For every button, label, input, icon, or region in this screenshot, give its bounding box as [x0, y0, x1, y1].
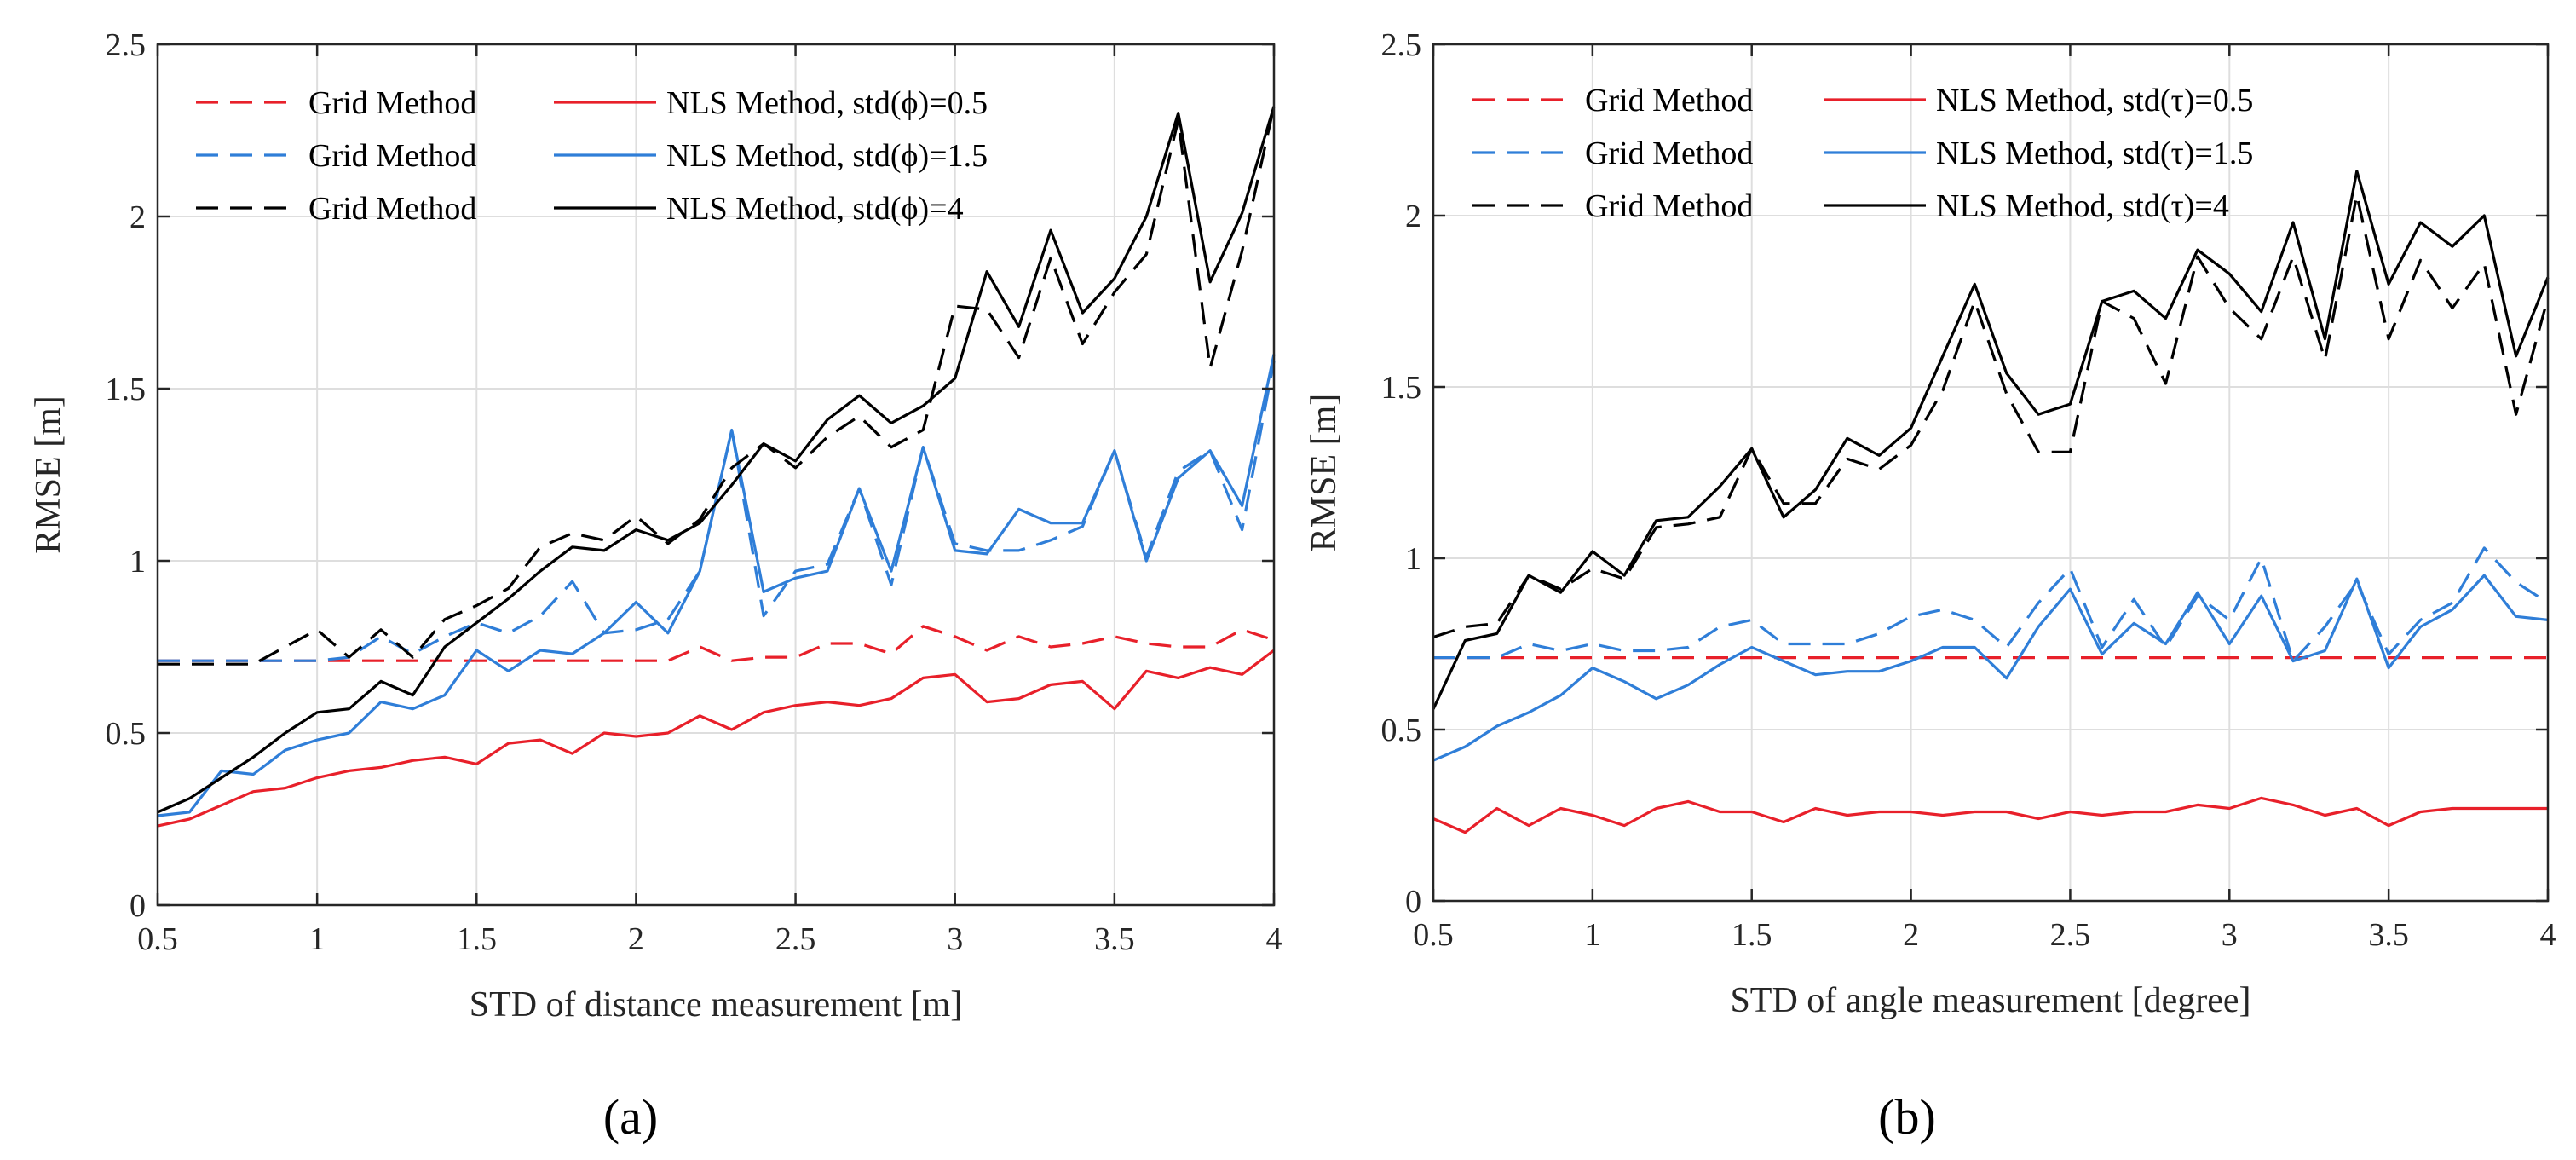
series-line-5 [1432, 193, 2550, 639]
legend-label-4: NLS Method, std(τ)=1.5 [1936, 136, 2253, 171]
y-tick-label: 2.5 [106, 27, 147, 63]
series-line-6 [157, 106, 1276, 814]
axes-frame [1432, 43, 2550, 903]
y-tick-label: 0.5 [106, 716, 147, 752]
legend-label-3: Grid Method [1585, 136, 1753, 171]
series-line-1 [158, 625, 1275, 662]
series-line-6 [1432, 170, 2550, 710]
y-axis-label: RMSE [m] [1305, 394, 1344, 552]
y-tick-label: 1 [130, 544, 146, 580]
series-line-4 [157, 354, 1276, 817]
legend-label-5: Grid Method [308, 191, 476, 227]
x-tick-label: 2 [1903, 917, 1919, 953]
x-axis-label: STD of distance measurement [m] [470, 985, 962, 1024]
x-tick-label: 3 [2222, 917, 2238, 953]
series-line-3 [158, 361, 1276, 662]
y-tick-label: 2.5 [1381, 27, 1422, 63]
x-tick-label: 0.5 [137, 921, 178, 957]
y-tick-label: 2 [1405, 199, 1421, 234]
y-tick-label: 0.5 [1381, 713, 1422, 748]
series-line-4 [1432, 574, 2549, 762]
x-tick-label: 3.5 [2368, 917, 2409, 953]
legend-label-6: NLS Method, std(τ)=4 [1936, 188, 2229, 224]
legend-label-2: NLS Method, std(ϕ)=0.5 [666, 85, 988, 121]
y-tick-label: 0 [130, 888, 146, 924]
x-tick-label: 3 [947, 921, 963, 957]
y-tick-label: 0 [1405, 884, 1421, 920]
x-tick-label: 3.5 [1094, 921, 1135, 957]
legend-label-1: Grid Method [308, 85, 476, 121]
x-tick-label: 4 [2540, 917, 2556, 953]
panel-caption: (b) [1878, 1089, 1936, 1145]
x-tick-label: 2 [628, 921, 644, 957]
legend-label-6: NLS Method, std(ϕ)=4 [666, 191, 964, 227]
y-tick-label: 1.5 [1381, 370, 1422, 406]
y-tick-label: 1.5 [106, 372, 147, 407]
y-tick-label: 1 [1405, 541, 1421, 577]
legend-label-2: NLS Method, std(τ)=0.5 [1936, 83, 2253, 118]
legend-label-5: Grid Method [1585, 188, 1753, 224]
axes-frame [156, 43, 1276, 907]
y-axis-label: RMSE [m] [29, 395, 68, 554]
series-line-2 [1432, 796, 2548, 834]
x-tick-label: 4 [1266, 921, 1282, 957]
y-tick-label: 2 [130, 199, 146, 235]
series-line-2 [157, 649, 1275, 828]
legend-label-4: NLS Method, std(ϕ)=1.5 [666, 138, 988, 174]
x-tick-label: 0.5 [1413, 917, 1454, 953]
panel-caption: (a) [603, 1089, 658, 1145]
x-axis-label: STD of angle measurement [degree] [1730, 981, 2250, 1020]
x-tick-label: 1 [1584, 917, 1600, 953]
series-line-5 [158, 106, 1276, 666]
x-tick-label: 1 [309, 921, 326, 957]
x-tick-label: 1.5 [457, 921, 498, 957]
legend-label-3: Grid Method [308, 138, 476, 174]
legend-label-1: Grid Method [1585, 83, 1753, 118]
x-tick-label: 2.5 [2050, 917, 2091, 953]
x-tick-label: 2.5 [775, 921, 816, 957]
x-tick-label: 1.5 [1732, 917, 1772, 953]
